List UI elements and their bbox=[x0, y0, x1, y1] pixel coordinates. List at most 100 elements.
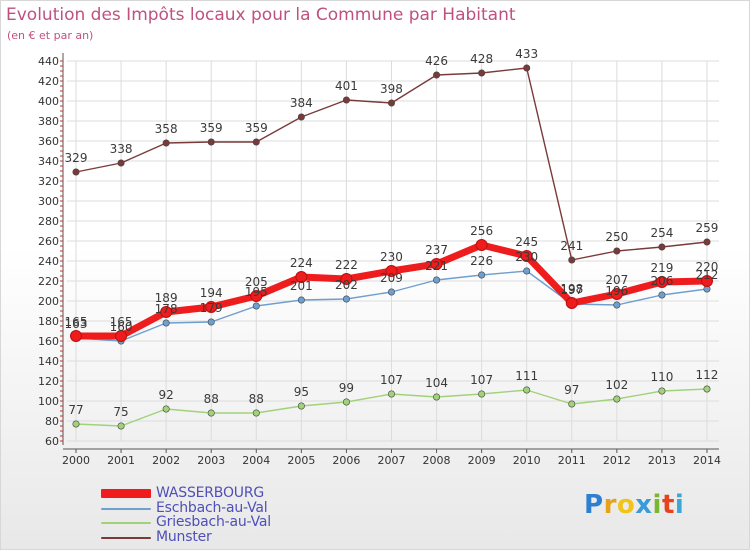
data-point-eschbach-au-val bbox=[297, 296, 305, 304]
data-label-griesbach-au-val: 88 bbox=[204, 392, 219, 406]
x-tick-label: 2007 bbox=[377, 454, 405, 467]
x-tick-label: 2014 bbox=[693, 454, 721, 467]
data-label-munster: 359 bbox=[245, 121, 268, 135]
y-tick-label: 160 bbox=[38, 335, 59, 348]
chart-subtitle: (en € et par an) bbox=[7, 29, 94, 42]
data-point-wasserbourg bbox=[250, 290, 263, 302]
data-point-eschbach-au-val bbox=[478, 271, 486, 279]
data-point-eschbach-au-val bbox=[523, 267, 531, 275]
legend-swatch bbox=[101, 536, 151, 539]
x-tick-label: 2005 bbox=[287, 454, 315, 467]
data-label-wasserbourg: 230 bbox=[380, 250, 403, 264]
legend-label: Griesbach-au-Val bbox=[156, 514, 271, 530]
data-label-eschbach-au-val: 197 bbox=[560, 283, 583, 297]
y-tick-label: 180 bbox=[38, 315, 59, 328]
data-label-eschbach-au-val: 226 bbox=[470, 254, 493, 268]
data-label-griesbach-au-val: 111 bbox=[515, 369, 538, 383]
x-tick-label: 2001 bbox=[107, 454, 135, 467]
data-point-munster bbox=[478, 69, 486, 77]
data-label-munster: 254 bbox=[650, 226, 673, 240]
data-point-griesbach-au-val bbox=[72, 420, 80, 428]
data-label-eschbach-au-val: 195 bbox=[245, 285, 268, 299]
data-point-wasserbourg bbox=[610, 288, 623, 300]
data-point-eschbach-au-val bbox=[613, 301, 621, 309]
data-point-griesbach-au-val bbox=[703, 385, 711, 393]
data-label-wasserbourg: 220 bbox=[696, 260, 719, 274]
data-point-munster bbox=[162, 139, 170, 147]
y-tick-label: 320 bbox=[38, 175, 59, 188]
data-label-griesbach-au-val: 112 bbox=[696, 368, 719, 382]
proxiti-logo: Proxiti bbox=[584, 490, 685, 520]
chart-title: Evolution des Impôts locaux pour la Comm… bbox=[6, 5, 516, 25]
data-point-griesbach-au-val bbox=[117, 422, 125, 430]
y-tick-label: 240 bbox=[38, 255, 59, 268]
data-point-wasserbourg bbox=[385, 265, 398, 277]
data-label-eschbach-au-val: 196 bbox=[605, 284, 628, 298]
data-point-griesbach-au-val bbox=[523, 386, 531, 394]
y-tick-label: 120 bbox=[38, 375, 59, 388]
data-point-wasserbourg bbox=[205, 301, 218, 313]
data-label-munster: 426 bbox=[425, 54, 448, 68]
data-label-munster: 250 bbox=[605, 230, 628, 244]
data-label-munster: 329 bbox=[65, 151, 88, 165]
data-point-munster bbox=[658, 243, 666, 251]
y-tick-label: 140 bbox=[38, 355, 59, 368]
data-point-munster bbox=[387, 99, 395, 107]
data-point-griesbach-au-val bbox=[658, 387, 666, 395]
y-tick-label: 280 bbox=[38, 215, 59, 228]
data-label-munster: 338 bbox=[110, 142, 133, 156]
data-label-griesbach-au-val: 92 bbox=[158, 388, 173, 402]
data-label-wasserbourg: 222 bbox=[335, 258, 358, 272]
data-point-wasserbourg bbox=[295, 271, 308, 283]
data-point-wasserbourg bbox=[340, 273, 353, 285]
legend-label: WASSERBOURG bbox=[156, 485, 265, 501]
data-label-wasserbourg: 165 bbox=[65, 315, 88, 329]
x-tick-label: 2009 bbox=[468, 454, 496, 467]
data-label-munster: 401 bbox=[335, 79, 358, 93]
y-tick-label: 200 bbox=[38, 295, 59, 308]
y-tick-label: 80 bbox=[45, 415, 59, 428]
data-label-griesbach-au-val: 77 bbox=[68, 403, 83, 417]
data-point-griesbach-au-val bbox=[162, 405, 170, 413]
y-tick-label: 440 bbox=[38, 55, 59, 68]
legend-swatch bbox=[101, 522, 151, 524]
data-point-eschbach-au-val bbox=[207, 318, 215, 326]
data-point-griesbach-au-val bbox=[478, 390, 486, 398]
data-point-munster bbox=[568, 256, 576, 264]
y-tick-label: 220 bbox=[38, 275, 59, 288]
x-tick-label: 2002 bbox=[152, 454, 180, 467]
data-point-munster bbox=[703, 238, 711, 246]
data-point-munster bbox=[117, 159, 125, 167]
y-tick-label: 300 bbox=[38, 195, 59, 208]
data-point-wasserbourg bbox=[565, 297, 578, 309]
data-label-wasserbourg: 189 bbox=[155, 291, 178, 305]
data-point-eschbach-au-val bbox=[658, 291, 666, 299]
y-tick-label: 360 bbox=[38, 135, 59, 148]
data-point-munster bbox=[207, 138, 215, 146]
data-point-munster bbox=[72, 168, 80, 176]
data-point-wasserbourg bbox=[475, 239, 488, 251]
data-label-munster: 433 bbox=[515, 47, 538, 61]
data-point-eschbach-au-val bbox=[387, 288, 395, 296]
data-label-griesbach-au-val: 102 bbox=[605, 378, 628, 392]
data-label-wasserbourg: 165 bbox=[110, 315, 133, 329]
legend-swatch bbox=[101, 507, 151, 510]
data-label-wasserbourg: 237 bbox=[425, 243, 448, 257]
data-point-griesbach-au-val bbox=[342, 398, 350, 406]
data-point-eschbach-au-val bbox=[342, 295, 350, 303]
y-tick-label: 400 bbox=[38, 95, 59, 108]
data-label-griesbach-au-val: 99 bbox=[339, 381, 354, 395]
x-tick-label: 2012 bbox=[603, 454, 631, 467]
data-label-eschbach-au-val: 178 bbox=[155, 302, 178, 316]
data-point-wasserbourg bbox=[520, 250, 533, 262]
data-point-griesbach-au-val bbox=[297, 402, 305, 410]
data-label-wasserbourg: 256 bbox=[470, 224, 493, 238]
data-point-griesbach-au-val bbox=[207, 409, 215, 417]
data-label-wasserbourg: 198 bbox=[560, 282, 583, 296]
data-label-eschbach-au-val: 201 bbox=[290, 279, 313, 293]
legend-swatch bbox=[101, 489, 151, 498]
data-label-griesbach-au-val: 107 bbox=[380, 373, 403, 387]
data-label-eschbach-au-val: 221 bbox=[425, 259, 448, 273]
y-tick-label: 60 bbox=[45, 435, 59, 448]
